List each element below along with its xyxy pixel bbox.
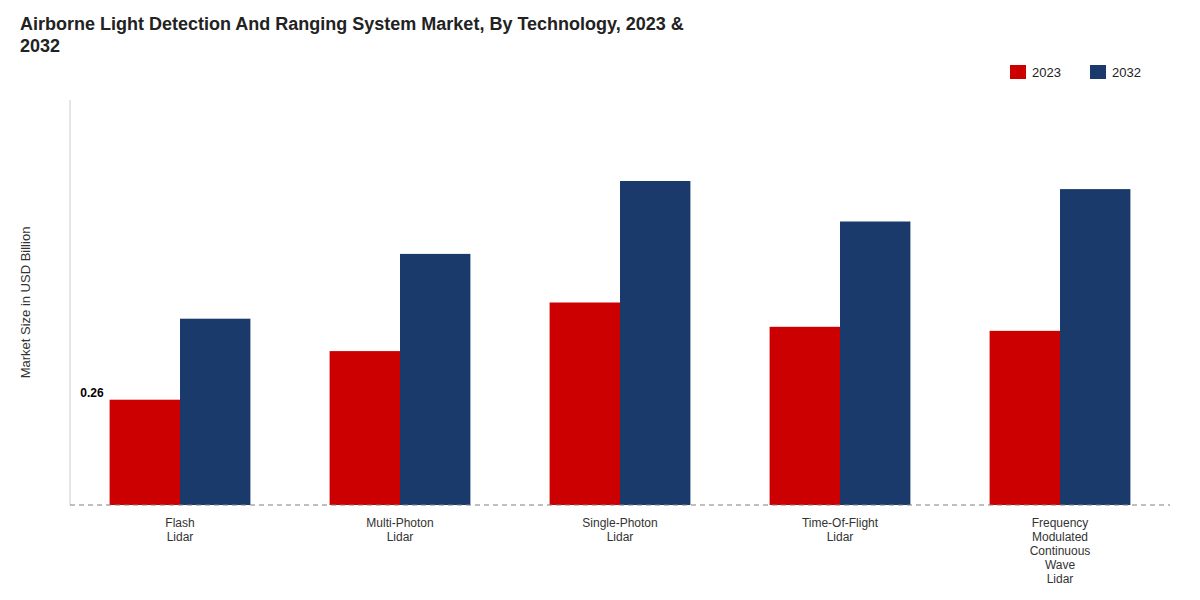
- chart: Airborne Light Detection And Ranging Sys…: [0, 0, 1200, 600]
- bar: [620, 181, 690, 505]
- y-axis-label: Market Size in USD Billion: [18, 227, 33, 379]
- x-tick-label: Multi-PhotonLidar: [366, 516, 433, 544]
- annotation: 0.26: [80, 386, 104, 400]
- bar: [400, 254, 470, 505]
- bar: [550, 303, 620, 506]
- bar: [180, 319, 250, 505]
- legend-label: 2023: [1032, 65, 1061, 80]
- legend: 2023 2032: [1010, 65, 1141, 80]
- bar: [990, 331, 1060, 505]
- legend-label: 2032: [1112, 65, 1141, 80]
- x-tick-label: FrequencyModulatedContinuousWaveLidar: [1030, 516, 1091, 586]
- legend-swatch: [1010, 65, 1026, 79]
- legend-swatch: [1090, 65, 1106, 79]
- bar: [1060, 189, 1130, 505]
- y-axis-line: [70, 100, 71, 505]
- baseline: [70, 504, 1170, 505]
- chart-container: Airborne Light Detection And Ranging Sys…: [0, 0, 1200, 600]
- bar: [330, 351, 400, 505]
- title: Airborne Light Detection And Ranging Sys…: [20, 14, 684, 56]
- bar: [770, 327, 840, 505]
- bars: [110, 181, 1131, 505]
- bar: [110, 400, 180, 505]
- bar: [840, 222, 910, 506]
- x-tick-label: Single-PhotonLidar: [582, 516, 657, 544]
- x-tick-label: FlashLidar: [165, 516, 194, 544]
- x-tick-label: Time-Of-FlightLidar: [802, 516, 879, 544]
